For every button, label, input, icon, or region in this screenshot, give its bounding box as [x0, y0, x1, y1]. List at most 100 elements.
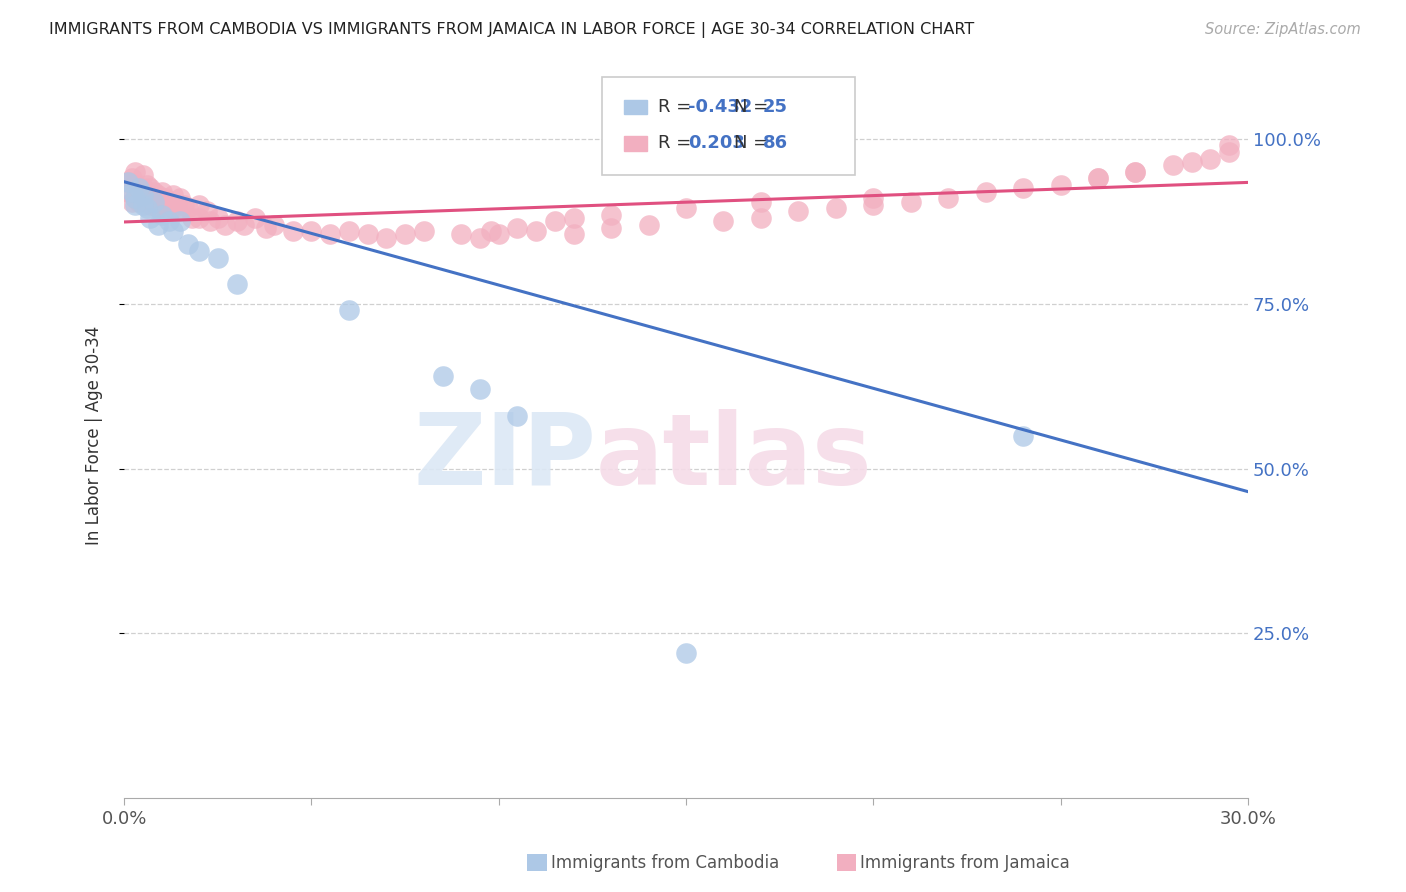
- Text: 0.203: 0.203: [688, 135, 745, 153]
- Point: [135, 201, 157, 215]
- Point: [600, 208, 623, 222]
- Point: [132, 168, 155, 182]
- Point: [936, 191, 959, 205]
- Point: [135, 188, 157, 202]
- Point: [207, 211, 229, 225]
- Point: [117, 175, 139, 189]
- Point: [117, 175, 139, 189]
- Point: [143, 194, 166, 209]
- Point: [488, 227, 510, 242]
- Point: [506, 409, 529, 423]
- Point: [544, 214, 567, 228]
- Point: [225, 214, 247, 228]
- Point: [1218, 138, 1240, 153]
- Point: [146, 218, 169, 232]
- Text: 25: 25: [762, 98, 787, 116]
- Point: [128, 181, 150, 195]
- Point: [749, 211, 772, 225]
- Point: [124, 191, 146, 205]
- Point: [506, 220, 529, 235]
- Point: [468, 231, 491, 245]
- Point: [150, 208, 173, 222]
- FancyBboxPatch shape: [624, 136, 647, 151]
- Point: [150, 198, 173, 212]
- Point: [166, 198, 188, 212]
- Text: ZIP: ZIP: [413, 409, 596, 506]
- Point: [375, 231, 398, 245]
- Point: [157, 214, 180, 228]
- Point: [787, 204, 810, 219]
- Point: [177, 201, 200, 215]
- Point: [124, 178, 146, 192]
- Point: [319, 227, 342, 242]
- Point: [135, 178, 157, 192]
- Point: [214, 218, 236, 232]
- Point: [155, 191, 177, 205]
- Point: [139, 181, 162, 195]
- Point: [637, 218, 659, 232]
- Point: [155, 201, 177, 215]
- Point: [1049, 178, 1071, 192]
- Text: Immigrants from Jamaica: Immigrants from Jamaica: [860, 855, 1070, 872]
- Point: [188, 244, 211, 258]
- Point: [124, 165, 146, 179]
- Point: [749, 194, 772, 209]
- Y-axis label: In Labor Force | Age 30-34: In Labor Force | Age 30-34: [86, 326, 103, 545]
- Point: [173, 198, 195, 212]
- Point: [132, 191, 155, 205]
- Point: [1012, 428, 1035, 442]
- Text: atlas: atlas: [596, 409, 873, 506]
- Point: [162, 201, 184, 215]
- Point: [162, 188, 184, 202]
- Point: [1199, 152, 1222, 166]
- Text: R =: R =: [658, 135, 697, 153]
- Point: [146, 201, 169, 215]
- Point: [524, 224, 547, 238]
- Text: N =: N =: [734, 98, 775, 116]
- Point: [450, 227, 472, 242]
- Point: [139, 198, 162, 212]
- Point: [121, 171, 143, 186]
- Point: [225, 277, 247, 291]
- Point: [245, 211, 267, 225]
- FancyBboxPatch shape: [624, 100, 647, 114]
- Point: [675, 646, 697, 660]
- Point: [263, 218, 285, 232]
- Text: R =: R =: [658, 98, 697, 116]
- Point: [675, 201, 697, 215]
- Point: [132, 188, 155, 202]
- Point: [121, 185, 143, 199]
- Point: [117, 185, 139, 199]
- Point: [177, 237, 200, 252]
- Point: [1181, 155, 1204, 169]
- Point: [1125, 165, 1147, 179]
- Point: [562, 211, 585, 225]
- Point: [157, 194, 180, 209]
- Point: [146, 188, 169, 202]
- Point: [1087, 171, 1109, 186]
- Point: [1161, 158, 1184, 172]
- Point: [143, 185, 166, 199]
- Point: [128, 185, 150, 199]
- Point: [1087, 171, 1109, 186]
- Point: [600, 220, 623, 235]
- Point: [124, 198, 146, 212]
- Point: [394, 227, 416, 242]
- Point: [169, 204, 191, 219]
- Point: [1218, 145, 1240, 160]
- Point: [479, 224, 502, 238]
- Point: [121, 194, 143, 209]
- Point: [188, 211, 211, 225]
- Point: [128, 194, 150, 209]
- Point: [337, 303, 360, 318]
- Text: N =: N =: [734, 135, 775, 153]
- Text: Source: ZipAtlas.com: Source: ZipAtlas.com: [1205, 22, 1361, 37]
- Point: [356, 227, 378, 242]
- Point: [862, 191, 884, 205]
- Point: [468, 383, 491, 397]
- Point: [281, 224, 304, 238]
- Point: [143, 194, 166, 209]
- Text: -0.432: -0.432: [688, 98, 752, 116]
- Point: [132, 181, 155, 195]
- Point: [713, 214, 735, 228]
